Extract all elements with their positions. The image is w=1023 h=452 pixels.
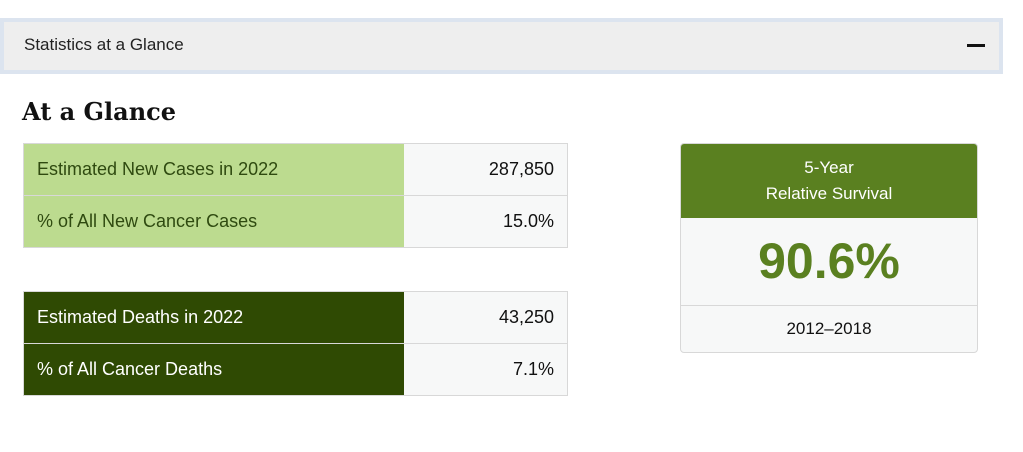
row-label: Estimated Deaths in 2022: [23, 291, 404, 344]
row-value: 7.1%: [404, 343, 568, 396]
survival-title-line1: 5-Year: [804, 158, 854, 177]
row-value: 287,850: [404, 143, 568, 196]
survival-value: 90.6%: [681, 218, 977, 306]
accordion-header[interactable]: Statistics at a Glance: [0, 18, 1003, 74]
row-label: Estimated New Cases in 2022: [23, 143, 404, 196]
table-row: Estimated Deaths in 2022 43,250: [23, 291, 568, 344]
new-cases-table: Estimated New Cases in 2022 287,850 % of …: [23, 143, 568, 248]
row-label: % of All New Cancer Cases: [23, 195, 404, 248]
survival-title-line2: Relative Survival: [765, 184, 893, 203]
survival-period: 2012–2018: [786, 319, 872, 338]
row-value: 15.0%: [404, 195, 568, 248]
accordion-title: Statistics at a Glance: [24, 35, 184, 54]
survival-card: 5-Year Relative Survival 90.6% 2012–2018: [680, 143, 978, 353]
row-value: 43,250: [404, 291, 568, 344]
deaths-table: Estimated Deaths in 2022 43,250 % of All …: [23, 291, 568, 396]
minus-icon[interactable]: [967, 44, 985, 47]
page-heading: At a Glance: [22, 97, 177, 126]
survival-card-header: 5-Year Relative Survival: [681, 144, 977, 218]
table-row: % of All New Cancer Cases 15.0%: [23, 195, 568, 248]
table-row: % of All Cancer Deaths 7.1%: [23, 343, 568, 396]
table-row: Estimated New Cases in 2022 287,850: [23, 143, 568, 196]
row-label: % of All Cancer Deaths: [23, 343, 404, 396]
